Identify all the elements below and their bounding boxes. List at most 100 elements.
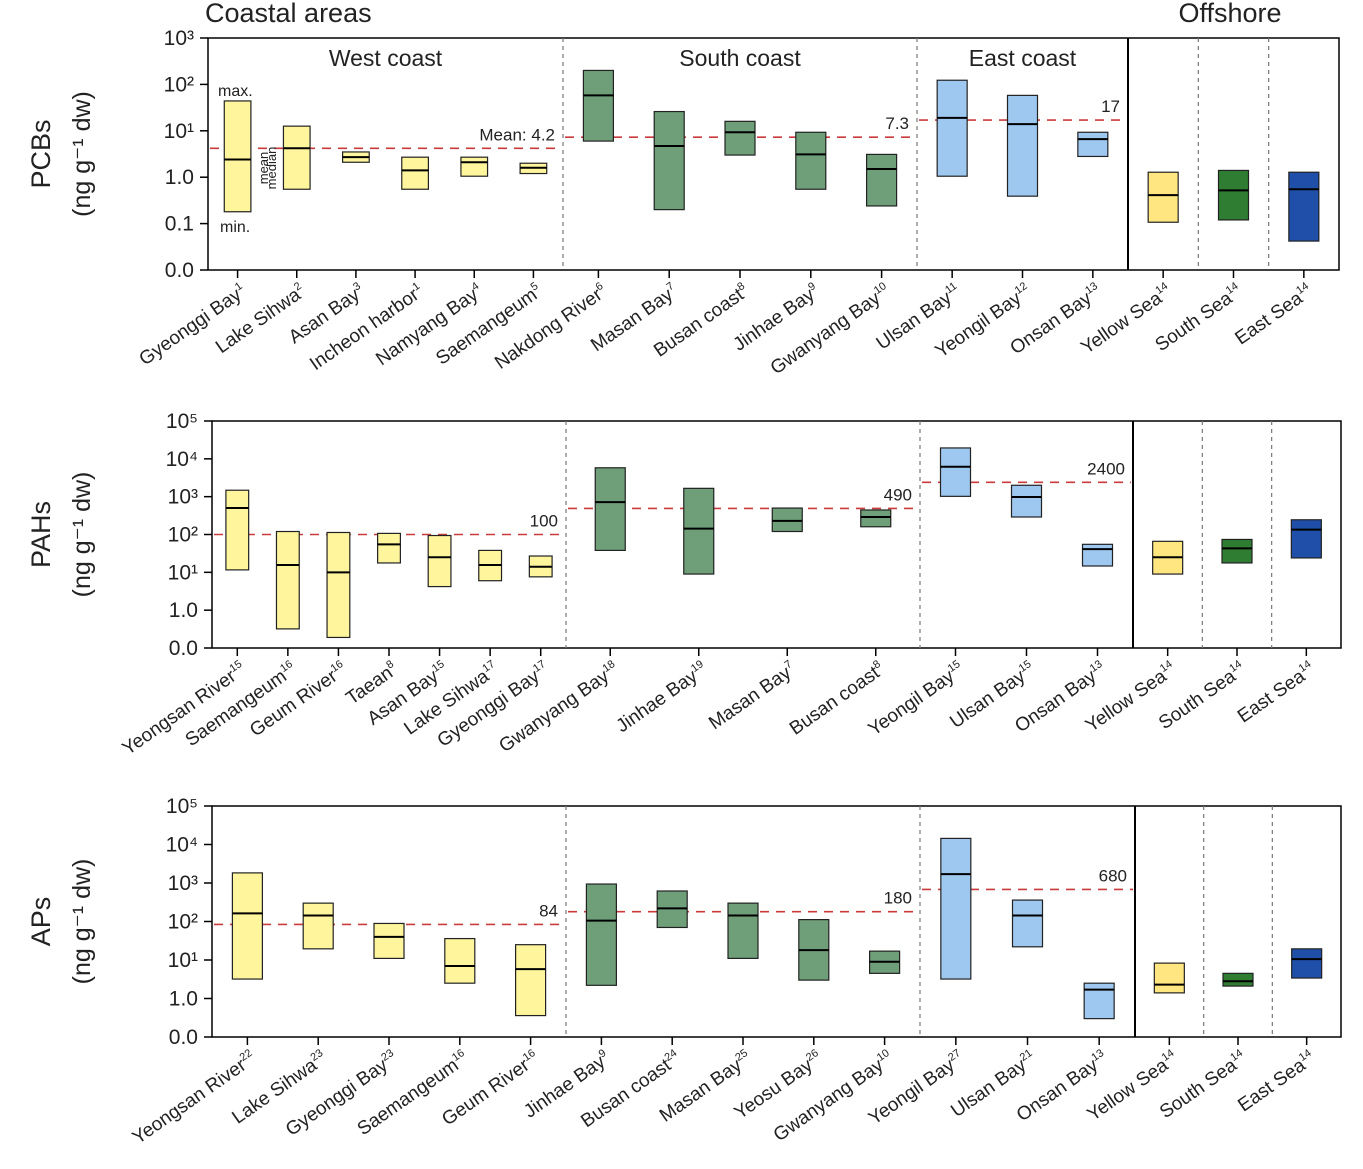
category-ref: 4 <box>469 280 481 293</box>
y-axis-unit: (ng g⁻¹ dw) <box>68 859 96 985</box>
header-right: Offshore <box>1178 0 1281 28</box>
range-box <box>514 944 547 1017</box>
category-ref: 7 <box>664 280 676 293</box>
category-ref: 13 <box>1083 280 1100 297</box>
category-ref: 26 <box>804 1047 821 1064</box>
category-ref: 14 <box>1227 658 1244 675</box>
category-ref: 14 <box>1153 280 1170 297</box>
category-name: Masan Bay <box>705 662 795 734</box>
y-tick-label: 10⁵ <box>166 410 198 433</box>
category-name: Nakdong River <box>491 284 607 374</box>
y-tick-label: 10³ <box>168 486 198 509</box>
category-ref: 19 <box>689 658 706 675</box>
category-ref: 27 <box>946 1047 963 1064</box>
y-tick-label: 1.0 <box>169 988 198 1011</box>
range-box <box>771 507 803 533</box>
range-box <box>936 79 968 177</box>
range-box <box>683 487 715 575</box>
category-name: East Sea <box>1234 1055 1310 1117</box>
category-name: Gyeonggi Bay <box>136 284 246 370</box>
category-ref: 8 <box>871 658 883 671</box>
range-box <box>1010 484 1043 518</box>
range-box <box>865 153 898 207</box>
x-tick-label: East Sea14 <box>1231 280 1317 349</box>
range-box <box>223 100 252 213</box>
category-ref: 17 <box>531 658 548 675</box>
annotation: min. <box>220 219 250 236</box>
y-axis-title: PAHs <box>26 501 56 568</box>
x-tick-label: Yeongsan River22 <box>128 1047 260 1149</box>
y-tick-label: 10¹ <box>168 949 198 972</box>
category-name: South Sea <box>1156 1055 1241 1123</box>
range-box <box>326 531 351 639</box>
region-label: West coast <box>329 45 443 71</box>
mean-label: 17 <box>1101 97 1120 116</box>
range-box <box>727 902 759 960</box>
range-box <box>401 156 429 190</box>
category-ref: 14 <box>1297 1047 1314 1064</box>
category-ref: 24 <box>662 1047 679 1064</box>
range-box <box>585 883 618 986</box>
category-ref: 12 <box>1013 280 1030 297</box>
x-tick-label: Nakdong River6 <box>491 280 612 374</box>
range-box <box>302 902 334 950</box>
category-ref: 15 <box>228 658 245 675</box>
range-box <box>1291 948 1323 979</box>
category-ref: 14 <box>1158 658 1175 675</box>
x-tick-label: Jinhae Bay19 <box>612 658 712 737</box>
category-name: South Sea <box>1155 666 1240 734</box>
mean-label: 7.3 <box>885 114 909 133</box>
category-ref: 10 <box>872 280 889 297</box>
category-ref: 14 <box>1297 658 1314 675</box>
category-ref: 16 <box>329 658 346 675</box>
category-ref: 6 <box>594 280 606 293</box>
x-tick-label: Gwanyang Bay18 <box>495 658 623 757</box>
y-tick-label: 0.0 <box>165 259 194 282</box>
category-ref: 7 <box>782 658 794 671</box>
y-axis-unit: (ng g⁻¹ dw) <box>68 472 96 598</box>
y-tick-label: 10³ <box>168 872 198 895</box>
category-ref: 18 <box>600 658 617 675</box>
category-name: Namyang Bay <box>372 284 482 370</box>
range-box <box>444 937 476 984</box>
category-ref: 1 <box>410 280 422 293</box>
category-ref: 23 <box>308 1047 325 1064</box>
range-box <box>460 156 489 177</box>
category-ref: 16 <box>450 1047 467 1064</box>
range-box <box>1222 972 1254 987</box>
category-ref: 16 <box>521 1047 538 1064</box>
y-tick-label: 0.0 <box>169 637 198 660</box>
category-ref: 13 <box>1088 658 1105 675</box>
y-tick-label: 1.0 <box>165 166 194 189</box>
range-box <box>724 120 756 156</box>
annotation: max. <box>218 83 253 100</box>
y-tick-label: 10¹ <box>164 120 194 143</box>
category-ref: 15 <box>946 658 963 675</box>
y-tick-label: 10² <box>168 911 198 934</box>
x-tick-label: East Sea14 <box>1233 658 1319 727</box>
category-ref: 14 <box>1294 280 1311 297</box>
x-tick-label: Gwanyang Bay10 <box>769 1047 897 1146</box>
range-box <box>860 509 892 528</box>
range-box <box>377 532 401 564</box>
category-name: South Sea <box>1152 288 1237 356</box>
mean-label: 490 <box>884 485 912 504</box>
category-name: East Sea <box>1231 288 1307 350</box>
category-ref: 15 <box>1017 658 1034 675</box>
category-ref: 10 <box>875 1047 892 1064</box>
range-box <box>594 467 626 551</box>
y-tick-label: 10² <box>164 73 194 96</box>
annotation: mean <box>256 152 271 185</box>
range-box <box>939 447 972 497</box>
category-ref: 8 <box>384 658 396 671</box>
category-ref: 9 <box>806 280 818 293</box>
category-ref: 14 <box>1224 280 1241 297</box>
range-box <box>1077 131 1109 158</box>
range-box <box>373 922 405 960</box>
category-name: East Sea <box>1234 666 1310 728</box>
y-axis-unit: (ng g⁻¹ dw) <box>68 91 96 217</box>
range-box <box>225 489 250 571</box>
header-left: Coastal areas <box>205 0 372 28</box>
category-ref: 9 <box>597 1047 609 1060</box>
